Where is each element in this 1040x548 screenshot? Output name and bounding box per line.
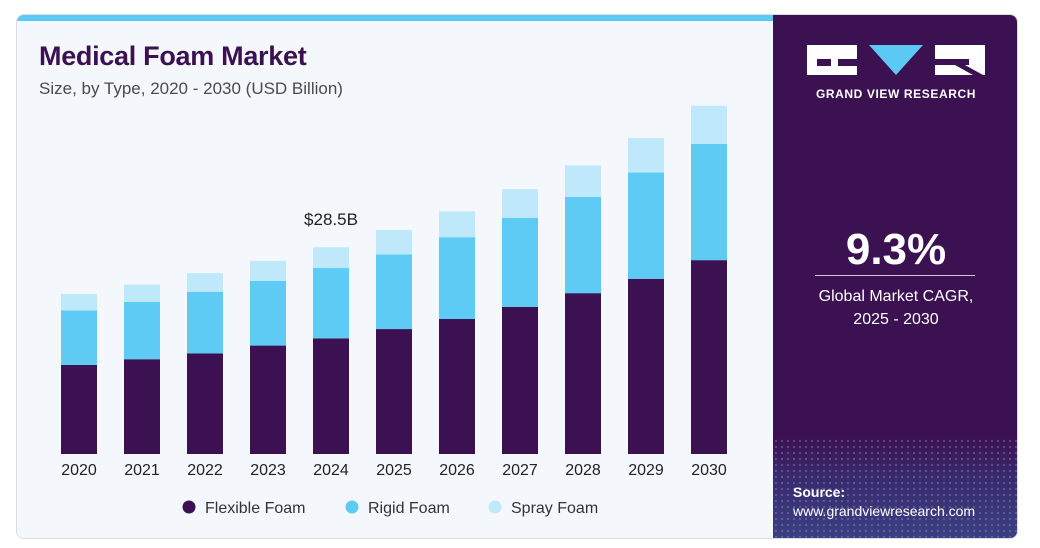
- x-tick-label-2021: 2021: [124, 462, 160, 479]
- bar-spray-foam-2024: [313, 247, 349, 269]
- legend-swatch-spray-foam: [488, 500, 502, 514]
- bar-spray-foam-2029: [628, 138, 664, 173]
- bar-flexible-foam-2021: [124, 359, 160, 454]
- bar-rigid-foam-2030: [691, 143, 727, 261]
- chart-panel: Medical Foam Market Size, by Type, 2020 …: [17, 15, 773, 538]
- infographic-card: Medical Foam Market Size, by Type, 2020 …: [16, 14, 1018, 539]
- bar-rigid-foam-2022: [187, 291, 223, 354]
- summary-panel: GRAND VIEW RESEARCH 9.3% Global Market C…: [773, 15, 1017, 538]
- bar-rigid-foam-2029: [628, 172, 664, 279]
- bar-spray-foam-2025: [376, 229, 412, 255]
- bar-rigid-foam-2027: [502, 217, 538, 307]
- bar-spray-foam-2028: [565, 165, 601, 197]
- bar-rigid-foam-2028: [565, 196, 601, 294]
- x-tick-label-2024: 2024: [313, 462, 349, 479]
- bar-flexible-foam-2020: [61, 364, 97, 454]
- x-tick-label-2027: 2027: [502, 462, 538, 479]
- bar-flexible-foam-2028: [565, 293, 601, 454]
- bar-flexible-foam-2022: [187, 353, 223, 454]
- bar-flexible-foam-2030: [691, 260, 727, 454]
- x-tick-label-2022: 2022: [187, 462, 223, 479]
- bar-rigid-foam-2021: [124, 301, 160, 360]
- bar-spray-foam-2023: [250, 260, 286, 281]
- decorative-dot-band: [773, 438, 1017, 538]
- cagr-label-line2: 2025 - 2030: [853, 311, 939, 328]
- bar-flexible-foam-2026: [439, 319, 475, 454]
- x-tick-label-2029: 2029: [628, 462, 664, 479]
- bar-spray-foam-2030: [691, 105, 727, 144]
- accent-bar: [17, 15, 773, 21]
- x-tick-label-2030: 2030: [691, 462, 727, 479]
- legend-swatch-rigid-foam: [345, 500, 359, 514]
- x-tick-label-2028: 2028: [565, 462, 601, 479]
- legend-label-rigid-foam: Rigid Foam: [368, 500, 450, 517]
- legend-swatch-flexible-foam: [182, 500, 196, 514]
- legend-label-spray-foam: Spray Foam: [511, 500, 598, 517]
- x-tick-label-2023: 2023: [250, 462, 286, 479]
- grand-view-research-logo-icon: [807, 45, 985, 75]
- x-tick-label-2020: 2020: [61, 462, 97, 479]
- bar-flexible-foam-2023: [250, 345, 286, 454]
- bar-spray-foam-2020: [61, 293, 97, 311]
- bar-flexible-foam-2027: [502, 306, 538, 454]
- bar-spray-foam-2022: [187, 273, 223, 292]
- bar-spray-foam-2021: [124, 284, 160, 302]
- bar-flexible-foam-2025: [376, 329, 412, 454]
- chart-title: Medical Foam Market: [39, 41, 307, 71]
- chart-subtitle: Size, by Type, 2020 - 2030 (USD Billion): [39, 79, 343, 98]
- cagr-value: 9.3%: [845, 225, 947, 274]
- bar-rigid-foam-2024: [313, 268, 349, 339]
- brand-logo: GRAND VIEW RESEARCH: [805, 43, 987, 101]
- cagr-label: Global Market CAGR, 2025 - 2030: [773, 285, 1017, 331]
- x-tick-label-2026: 2026: [439, 462, 475, 479]
- cagr-divider: [815, 275, 975, 276]
- source-note: Source: www.grandviewresearch.com: [793, 483, 975, 521]
- bar-rigid-foam-2025: [376, 254, 412, 330]
- source-label: Source:: [793, 484, 846, 500]
- x-tick-label-2025: 2025: [376, 462, 412, 479]
- bar-rigid-foam-2023: [250, 280, 286, 346]
- bar-flexible-foam-2029: [628, 278, 664, 454]
- bar-rigid-foam-2026: [439, 237, 475, 320]
- data-label-2024: $28.5B: [304, 210, 358, 229]
- bar-rigid-foam-2020: [61, 310, 97, 365]
- source-url: www.grandviewresearch.com: [793, 503, 976, 519]
- legend-label-flexible-foam: Flexible Foam: [205, 500, 305, 517]
- stacked-bar-chart: 2020 2021 2022 2023 2024 2025 2026 2027 2028 2029…: [61, 105, 727, 517]
- bar-spray-foam-2026: [439, 211, 475, 238]
- brand-name: GRAND VIEW RESEARCH: [815, 87, 977, 101]
- cagr-label-line1: Global Market CAGR,: [818, 288, 974, 305]
- bar-spray-foam-2027: [502, 189, 538, 218]
- bar-flexible-foam-2024: [313, 338, 349, 454]
